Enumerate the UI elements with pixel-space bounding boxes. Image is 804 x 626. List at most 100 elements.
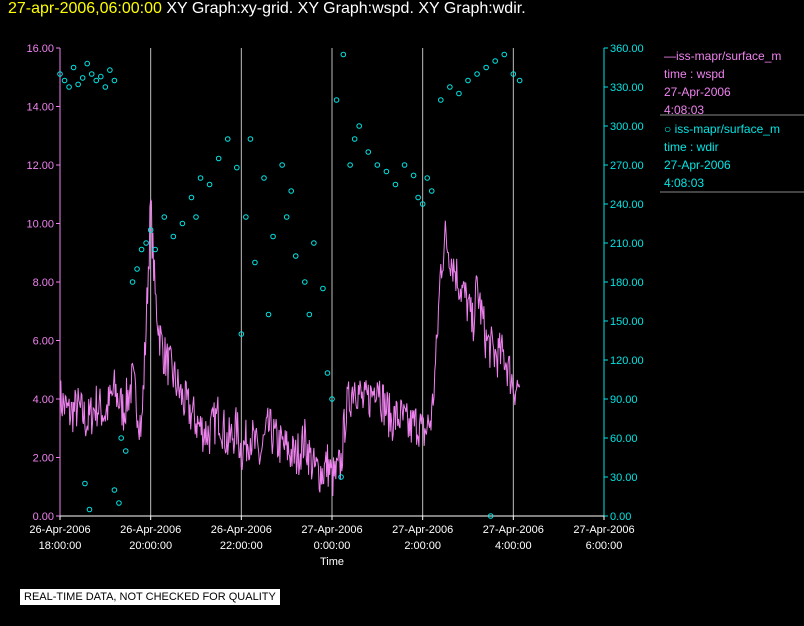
wdir-point <box>419 201 426 207</box>
legend-wdir-axis: time : wdir <box>664 140 719 154</box>
wdir-point <box>365 149 372 155</box>
wdir-point <box>492 58 499 64</box>
wdir-point <box>70 64 77 71</box>
right-tick-label: 120.00 <box>610 355 644 367</box>
wdir-point <box>311 240 317 246</box>
wdir-point <box>134 266 140 272</box>
wdir-point <box>320 285 326 292</box>
right-tick-label: 180.00 <box>610 277 644 289</box>
right-tick-label: 150.00 <box>610 316 644 328</box>
wdir-point <box>215 155 222 162</box>
wdir-point <box>288 188 295 194</box>
wdir-point <box>138 246 145 253</box>
wdir-point <box>270 233 276 240</box>
right-tick-label: 90.00 <box>610 394 638 406</box>
wdir-point <box>238 331 245 337</box>
right-tick-label: 240.00 <box>610 199 644 211</box>
wdir-point <box>243 214 249 220</box>
wdir-point <box>302 279 308 285</box>
wdir-point <box>338 474 344 480</box>
wdir-point <box>292 253 299 259</box>
legend-wspd-date: 27-Apr-2006 <box>664 85 731 99</box>
wdir-point <box>351 136 358 142</box>
wdir-point <box>111 77 118 84</box>
wdir-point <box>206 181 213 188</box>
x-tick-time: 18:00:00 <box>39 540 82 552</box>
legend-wdir-name: iss-mapr/surface_m <box>674 122 780 136</box>
legend-wspd-line-icon: — <box>664 49 676 63</box>
series-wspd-line <box>59 199 521 497</box>
left-tick-label: 14.00 <box>26 102 54 114</box>
wdir-point <box>161 214 168 220</box>
left-tick-label: 8.00 <box>33 277 54 289</box>
wdir-point <box>179 220 186 227</box>
x-tick-date: 27-Apr-2006 <box>483 524 544 536</box>
wdir-point <box>57 71 63 77</box>
wdir-point <box>401 162 408 168</box>
wdir-point <box>483 64 489 71</box>
wdir-point <box>340 51 347 58</box>
wdir-point <box>75 81 81 88</box>
wdir-point <box>516 77 523 84</box>
wdir-point <box>438 97 444 103</box>
wdir-point <box>118 435 124 441</box>
left-tick-label: 4.00 <box>33 394 54 406</box>
legend-wdir: ○ iss-mapr/surface_m time : wdir 27-Apr-… <box>664 120 780 192</box>
right-tick-label: 360.00 <box>610 43 644 55</box>
x-tick-date: 26-Apr-2006 <box>120 524 181 536</box>
x-tick-date: 26-Apr-2006 <box>29 524 90 536</box>
wdir-point <box>324 370 331 376</box>
wdir-point <box>424 175 431 181</box>
wdir-point <box>333 97 340 103</box>
wdir-point <box>102 84 109 90</box>
wdir-point <box>392 181 399 188</box>
wdir-point <box>107 67 113 73</box>
wdir-point <box>152 246 158 253</box>
wdir-point <box>82 480 88 487</box>
wdir-point <box>193 214 199 220</box>
wdir-point <box>510 71 517 77</box>
right-tick-label: 300.00 <box>610 121 644 133</box>
x-tick-time: 20:00:00 <box>129 540 172 552</box>
wdir-point <box>86 506 93 513</box>
wdir-point <box>143 240 149 246</box>
wdir-point <box>188 194 195 201</box>
left-tick-label: 12.00 <box>26 160 54 172</box>
legend-wspd: —iss-mapr/surface_m time : wspd 27-Apr-2… <box>664 47 781 119</box>
wdir-point <box>374 162 381 168</box>
x-tick-time: 6:00:00 <box>586 540 623 552</box>
wdir-point <box>356 123 363 129</box>
wdir-point <box>447 84 453 90</box>
left-tick-label: 2.00 <box>33 453 54 465</box>
legend-wspd-name: iss-mapr/surface_m <box>676 49 782 63</box>
wdir-point <box>279 162 285 168</box>
right-tick-label: 0.00 <box>610 511 631 523</box>
wdir-point <box>170 233 177 240</box>
right-tick-label: 330.00 <box>610 82 644 94</box>
wdir-point <box>116 500 122 506</box>
wdir-point <box>501 51 508 58</box>
wdir-point <box>283 214 290 220</box>
x-tick-date: 27-Apr-2006 <box>573 524 634 536</box>
wdir-point <box>456 90 462 97</box>
wdir-point <box>79 75 86 81</box>
wdir-point <box>261 175 267 181</box>
title-graphs: XY Graph:xy-grid. XY Graph:wspd. XY Grap… <box>166 0 526 17</box>
title-date: 27-apr-2006,06:00:00 <box>8 0 162 17</box>
wdir-point <box>265 311 272 318</box>
wdir-point <box>329 396 335 402</box>
wdir-point <box>487 513 494 519</box>
x-tick-time: 0:00:00 <box>314 540 351 552</box>
wdir-point <box>252 259 258 266</box>
x-tick-date: 26-Apr-2006 <box>211 524 272 536</box>
legend-wdir-time: 4:08:03 <box>664 176 705 190</box>
right-tick-label: 60.00 <box>610 433 638 445</box>
wdir-point <box>111 487 118 493</box>
wdir-point <box>306 311 313 318</box>
legend-wspd-time: 4:08:03 <box>664 103 705 117</box>
wdir-point <box>247 136 254 142</box>
wdir-point <box>147 227 154 233</box>
right-tick-label: 30.00 <box>610 472 638 484</box>
x-tick-time: 4:00:00 <box>495 540 532 552</box>
x-tick-time: 2:00:00 <box>404 540 441 552</box>
